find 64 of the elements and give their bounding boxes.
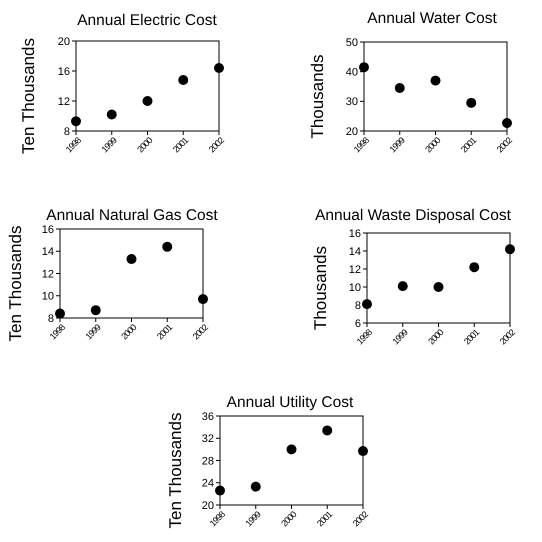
y-tick-label: 20 [346,126,358,138]
x-tick-label: 1999 [243,509,263,529]
point [505,244,515,254]
point [394,82,405,93]
y-tick-label: 16 [58,66,70,78]
y-tick-label: 14 [348,246,361,258]
y-tick-label: 16 [348,228,361,240]
point [362,299,372,310]
point [90,305,101,316]
y-tick-label: 50 [346,36,358,49]
y-axis-title: Ten Thousands [19,38,38,154]
point [502,118,512,128]
point [162,242,172,252]
y-axis-title: Ten Thousands [166,412,185,528]
point [178,75,188,85]
chart-title: Annual Utility Cost [226,394,354,411]
x-tick-label: 1999 [83,322,103,342]
y-tick-label: 14 [42,246,54,258]
y-tick-label: 8 [48,312,54,325]
point [214,63,224,73]
y-tick-label: 12 [58,96,70,108]
chart-title: Annual Water Cost [367,10,498,27]
y-tick-label: 20 [202,500,214,512]
y-tick-label: 12 [348,264,361,276]
y-axis-title: Thousands [311,246,330,330]
point [434,282,444,292]
y-axis-title: Ten Thousands [6,226,25,342]
x-tick-label: 1999 [99,135,119,155]
chart-title: Annual Natural Gas Cost [46,207,218,224]
point [250,482,261,492]
y-tick-label: 40 [346,66,358,79]
point [126,254,136,264]
chart-title: Annual Waste Disposal Cost [315,207,512,224]
y-tick-label: 12 [42,268,54,280]
y-tick-label: 10 [42,290,54,303]
y-axis-title: Thousands [308,54,327,139]
point [359,62,369,72]
point [71,116,81,126]
y-tick-label: 28 [202,455,214,468]
point [358,446,368,456]
x-tick-label: 1999 [390,327,410,347]
y-tick-label: 24 [202,478,214,490]
y-tick-label: 8 [64,126,70,138]
y-tick-label: 6 [354,318,361,330]
y-tick-label: 32 [202,433,214,446]
chart-title: Annual Electric Cost [77,12,218,29]
point [322,425,332,436]
point [198,294,208,304]
y-tick-label: 36 [202,410,214,423]
point [142,96,152,106]
point [286,444,296,454]
y-tick-label: 30 [346,96,358,108]
point [215,486,225,496]
y-tick-label: 10 [348,282,361,294]
x-tick-label: 1999 [387,135,407,155]
y-tick-label: 8 [354,300,361,312]
point [398,281,408,292]
point [430,76,440,86]
point [106,110,117,120]
point [55,308,65,319]
point [466,98,476,108]
y-tick-label: 16 [42,224,54,236]
y-tick-label: 20 [58,36,70,48]
point [469,262,480,272]
